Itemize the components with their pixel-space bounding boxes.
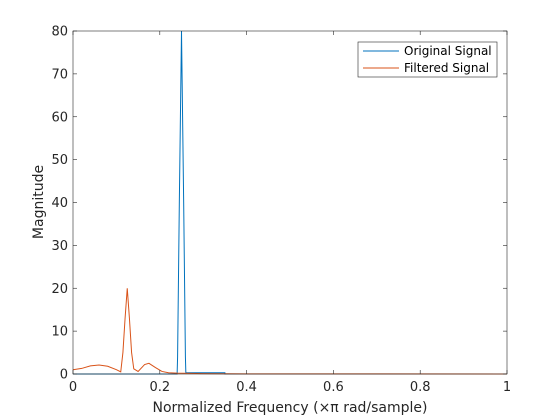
legend-box — [357, 41, 498, 78]
y-axis-label: Magnitude — [31, 165, 47, 239]
x-tick-label: 0.6 — [323, 380, 344, 395]
x-axis-label: Normalized Frequency (×π rad/sample) — [153, 400, 428, 416]
y-tick-label: 30 — [51, 239, 68, 254]
y-tick-label: 40 — [51, 196, 68, 211]
legend-label-original-signal: Original Signal — [404, 44, 492, 58]
x-tick-label: 0.2 — [149, 380, 170, 395]
y-tick-label: 20 — [51, 282, 68, 297]
plot-background — [73, 31, 507, 374]
y-tick-label: 60 — [51, 110, 68, 125]
y-tick-label: 10 — [51, 325, 68, 340]
y-tick-label: 80 — [51, 25, 68, 40]
x-tick-label: 1 — [503, 380, 511, 395]
x-tick-label: 0.8 — [410, 380, 431, 395]
series-line-filtered-signal — [72, 288, 508, 375]
y-tick-label: 70 — [51, 67, 68, 82]
y-tick-label: 0 — [60, 368, 68, 383]
x-tick-label: 0 — [69, 380, 77, 395]
legend: Original Signal Filtered Signal — [357, 41, 498, 78]
y-tick-label: 50 — [51, 153, 68, 168]
x-tick-label: 0.4 — [236, 380, 257, 395]
series-layer — [72, 30, 508, 375]
legend-label-filtered-signal: Filtered Signal — [404, 61, 489, 75]
